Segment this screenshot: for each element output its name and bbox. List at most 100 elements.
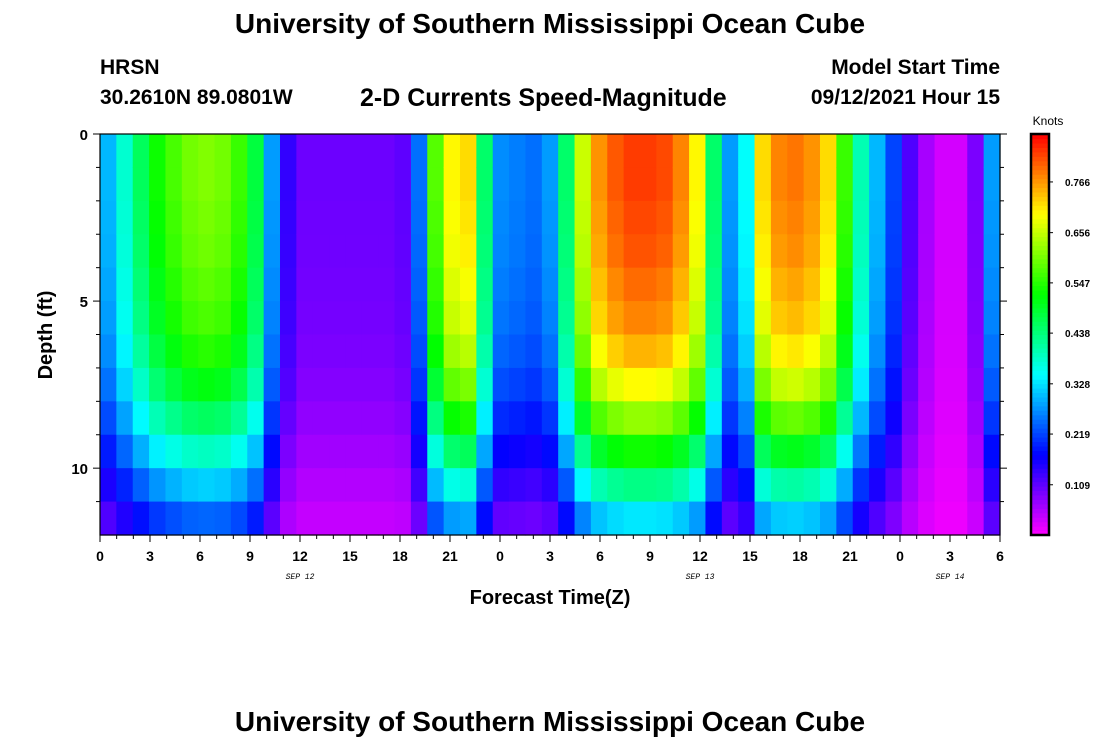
heatmap-cell: [214, 234, 232, 269]
heatmap-cell: [754, 501, 772, 536]
heatmap-cell: [836, 434, 854, 469]
heatmap-cell: [230, 234, 248, 269]
heatmap-cell: [672, 200, 690, 235]
heatmap-cell: [787, 367, 805, 402]
heatmap-cell: [558, 200, 576, 235]
heatmap-cell: [918, 234, 936, 269]
heatmap-cell: [263, 434, 281, 469]
heatmap-cell: [656, 434, 674, 469]
heatmap-cell: [410, 367, 428, 402]
heatmap-cell: [689, 401, 707, 436]
heatmap-cell: [263, 134, 281, 169]
heatmap-cell: [394, 301, 412, 336]
heatmap-cell: [345, 468, 363, 503]
heatmap-cell: [869, 234, 887, 269]
heatmap-cell: [132, 468, 150, 503]
heatmap-cell: [492, 468, 510, 503]
colorbar-swatch: [1031, 191, 1049, 197]
heatmap-cell: [901, 367, 919, 402]
heatmap-cell: [280, 367, 297, 402]
heatmap-cell: [721, 267, 739, 302]
heatmap-cell: [574, 301, 592, 336]
colorbar-swatch: [1031, 338, 1049, 345]
heatmap-cell: [509, 267, 527, 302]
heatmap-cell: [770, 334, 788, 369]
heatmap-cell: [230, 501, 248, 536]
heatmap-cell: [263, 501, 281, 536]
heatmap-cell: [230, 468, 248, 503]
heatmap-cell: [492, 501, 510, 536]
heatmap-cell: [329, 200, 347, 235]
heatmap-cell: [443, 301, 461, 336]
heatmap-cell: [312, 334, 330, 369]
heatmap-cell: [983, 434, 1001, 469]
heatmap-cell: [149, 468, 167, 503]
x-axis-label: Forecast Time(Z): [470, 587, 631, 609]
heatmap-cell: [525, 267, 543, 302]
heatmap-cell: [541, 301, 559, 336]
heatmap-cell: [967, 401, 985, 436]
heatmap-cell: [656, 167, 674, 202]
station-name: HRSN: [100, 56, 160, 79]
heatmap-cell: [770, 167, 788, 202]
heatmap-cell: [361, 468, 379, 503]
heatmap-cell: [607, 167, 625, 202]
heatmap-cell: [803, 267, 821, 302]
heatmap-cell: [132, 301, 150, 336]
colorbar-swatch: [1031, 356, 1049, 362]
heatmap-cell: [230, 200, 248, 235]
heatmap-cell: [149, 434, 167, 469]
heatmap-cell: [247, 267, 265, 302]
heatmap-cell: [312, 468, 330, 503]
heatmap-cell: [165, 434, 183, 469]
heatmap-cell: [738, 267, 756, 302]
heatmap-cell: [165, 334, 183, 369]
heatmap-cell: [705, 501, 723, 536]
heatmap-cell: [443, 434, 461, 469]
heatmap-cell: [280, 301, 297, 336]
colorbar-swatch: [1031, 330, 1049, 336]
heatmap-cell: [574, 334, 592, 369]
heatmap-cell: [558, 434, 576, 469]
heatmap-cell: [640, 134, 657, 169]
date-label: SEP 13: [686, 573, 715, 582]
heatmap-cell: [934, 301, 952, 336]
heatmap-cell: [378, 167, 396, 202]
heatmap-cell: [689, 434, 707, 469]
heatmap-cell: [787, 501, 805, 536]
heatmap-cell: [361, 334, 379, 369]
heatmap-cell: [590, 134, 608, 169]
x-tick-label: 18: [792, 548, 808, 564]
x-tick-label: 6: [596, 548, 604, 564]
heatmap-cell: [705, 234, 723, 269]
heatmap-cell: [852, 334, 870, 369]
colorbar-swatch: [1031, 249, 1049, 255]
heatmap-cell: [869, 434, 887, 469]
heatmap-cell: [427, 434, 445, 469]
heatmap-cell: [378, 301, 396, 336]
heatmap-cell: [476, 501, 494, 536]
heatmap-cell: [149, 501, 167, 536]
heatmap-cell: [509, 167, 527, 202]
heatmap-cell: [443, 234, 461, 269]
heatmap-cell: [361, 267, 379, 302]
heatmap-cell: [918, 367, 936, 402]
heatmap-cell: [967, 167, 985, 202]
heatmap-cell: [918, 468, 936, 503]
heatmap-cell: [869, 501, 887, 536]
colorbar-swatch: [1031, 508, 1049, 514]
heatmap-cell: [590, 267, 608, 302]
heatmap-cell: [100, 434, 117, 469]
colorbar-swatch: [1031, 227, 1049, 233]
colorbar-swatch: [1031, 312, 1049, 318]
heatmap-cell: [198, 234, 216, 269]
heatmap-cell: [280, 401, 297, 436]
heatmap-cell: [378, 468, 396, 503]
heatmap-cell: [836, 501, 854, 536]
heatmap-cell: [198, 134, 216, 169]
colorbar-swatch: [1031, 432, 1049, 438]
heatmap-cell: [394, 267, 412, 302]
heatmap-cell: [885, 167, 903, 202]
heatmap-cell: [181, 367, 199, 402]
heatmap-cell: [558, 468, 576, 503]
